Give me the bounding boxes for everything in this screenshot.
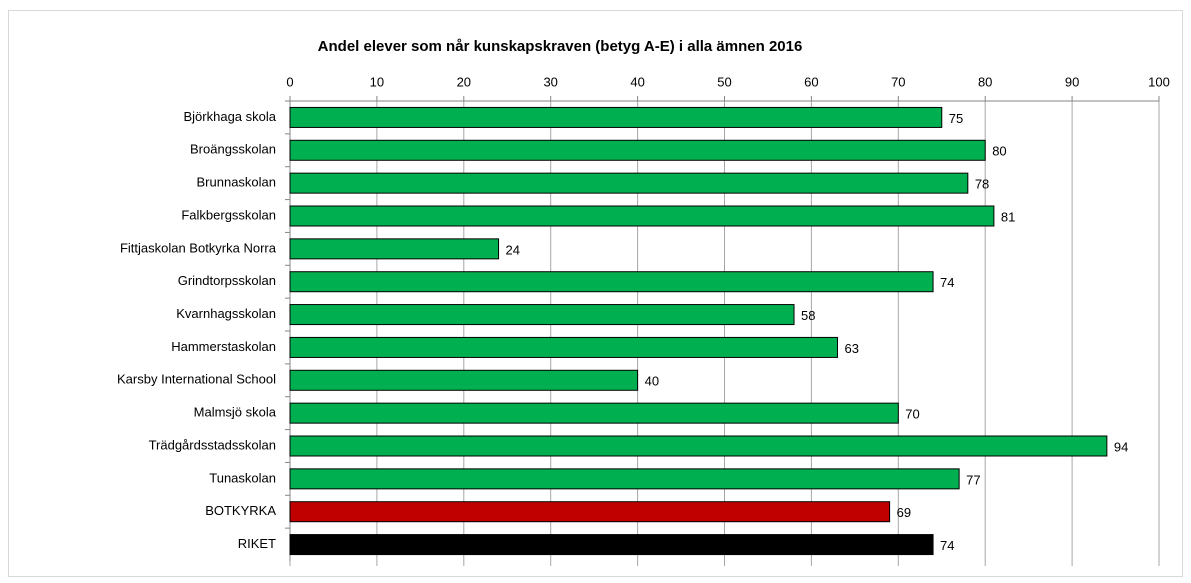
x-tick-label: 10 [370,74,384,89]
data-label: 77 [966,472,980,487]
y-tick-label: Grindtorpsskolan [178,273,276,288]
bar [289,534,934,556]
data-label: 75 [949,111,963,126]
bar [289,336,838,358]
data-label: 58 [801,308,815,323]
y-tick-label: Broängsskolan [190,142,276,157]
data-label: 40 [645,374,659,389]
x-tick-label: 80 [978,74,992,89]
x-tick-label: 100 [1148,74,1170,89]
y-tick-label: Karsby International School [117,372,276,387]
bar [289,172,969,194]
x-tick-label: 30 [543,74,557,89]
x-tick-label: 20 [457,74,471,89]
y-tick-label: Tunaskolan [209,470,276,485]
data-label: 81 [1001,209,1015,224]
data-label: 69 [897,505,911,520]
bar [289,435,1108,457]
bar [289,106,943,128]
y-tick-label: Trädgårdsstadsskolan [149,437,276,452]
bar [289,205,995,227]
x-tick-label: 60 [804,74,818,89]
data-label: 70 [905,407,919,422]
chart-title: Andel elever som når kunskapskraven (bet… [318,38,803,55]
data-label: 24 [506,242,520,257]
x-tick-label: 40 [630,74,644,89]
data-label: 74 [940,275,954,290]
bar [289,501,891,523]
y-tick-label: RIKET [238,536,276,551]
bar [289,238,500,260]
x-tick-label: 70 [891,74,905,89]
x-tick-label: 90 [1065,74,1079,89]
data-label: 80 [992,144,1006,159]
bar [289,369,639,391]
data-label: 63 [844,341,858,356]
data-label: 78 [975,177,989,192]
bar [289,304,795,326]
bar [289,402,899,424]
y-tick-label: Falkbergsskolan [181,207,276,222]
bar [289,468,960,490]
y-tick-label: Malmsjö skola [194,405,277,420]
chart-border [8,10,1183,577]
data-label: 94 [1114,439,1128,454]
bar [289,139,986,161]
x-tick-label: 50 [717,74,731,89]
y-tick-label: Kvarnhagsskolan [176,306,276,321]
y-tick-label: Brunnaskolan [197,175,277,190]
bar [289,271,934,293]
x-tick-label: 0 [286,74,293,89]
data-label: 74 [940,538,954,553]
y-tick-label: BOTKYRKA [205,503,276,518]
y-tick-label: Björkhaga skola [184,109,277,124]
y-tick-label: Hammerstaskolan [171,339,276,354]
y-tick-label: Fittjaskolan Botkyrka Norra [120,240,277,255]
